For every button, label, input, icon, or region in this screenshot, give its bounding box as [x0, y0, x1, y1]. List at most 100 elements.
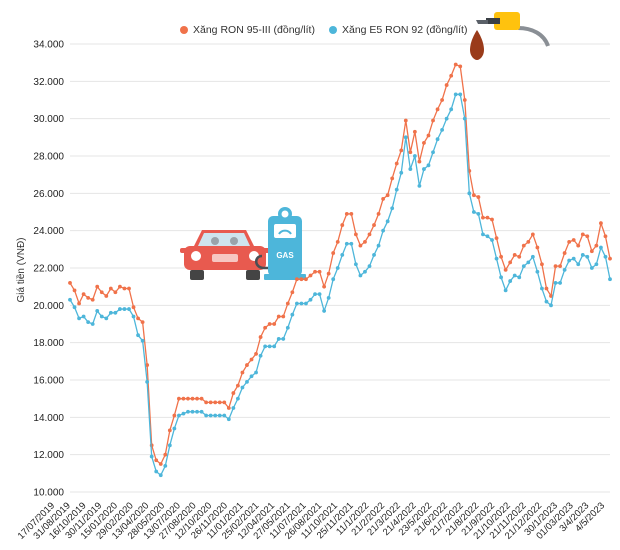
series-ron95-point: [68, 281, 72, 285]
series-e5-point: [231, 406, 236, 410]
series-e5-point: [462, 116, 467, 121]
series-ron95-point: [276, 314, 281, 319]
y-tick-label: 34.000: [33, 40, 64, 51]
series-ron95-point: [90, 297, 95, 302]
series-e5-point: [585, 254, 590, 259]
series-e5-point: [485, 234, 490, 239]
y-tick-label: 22.000: [33, 264, 64, 275]
series-ron95-point: [131, 305, 136, 310]
series-ron95-point: [186, 396, 190, 401]
series-ron95-point: [608, 256, 612, 261]
series-e5-point: [322, 309, 327, 313]
series-ron95-point: [417, 159, 422, 164]
series-e5-point: [254, 370, 258, 375]
series-ron95-point: [381, 197, 386, 201]
series-e5-line: [69, 93, 611, 477]
series-ron95-line: [69, 63, 611, 466]
x-tick-labels: 17/07/201931/08/201916/10/201930/11/2019…: [16, 500, 607, 541]
series-ron95-point: [172, 413, 177, 418]
series-ron95-point: [108, 286, 113, 291]
series-e5-point: [167, 443, 172, 448]
series-ron95-point: [599, 221, 603, 226]
series-ron95-point: [177, 396, 181, 401]
legend-item-ron95: Xăng RON 95-III (đồng/lít): [180, 24, 315, 36]
series-e5-point: [118, 307, 122, 311]
series-e5-point: [530, 254, 535, 259]
series-e5-point: [540, 286, 544, 291]
series-layer: [68, 62, 612, 478]
series-ron95-point: [558, 264, 562, 269]
series-e5-point: [440, 127, 445, 132]
y-tick-label: 16.000: [33, 376, 64, 387]
series-e5-point: [549, 303, 553, 308]
series-ron95-point: [217, 400, 222, 405]
series-e5-point: [136, 333, 140, 338]
series-e5-point: [72, 305, 77, 310]
series-ron95-point: [344, 211, 349, 216]
series-ron95-point: [81, 292, 86, 297]
series-e5-point: [331, 277, 336, 282]
series-e5-point: [353, 262, 358, 267]
series-e5-point: [290, 312, 295, 317]
series-ron95-point: [322, 284, 327, 289]
series-e5-point: [240, 385, 245, 390]
series-ron95-point: [390, 176, 395, 181]
series-ron95-point: [77, 301, 81, 306]
series-ron95-point: [331, 251, 336, 255]
series-e5-point: [122, 307, 127, 311]
series-ron95-point: [385, 193, 390, 198]
series-e5-point: [535, 269, 540, 274]
series-ron95-point: [458, 64, 463, 69]
series-e5-point: [335, 266, 340, 270]
series-ron95-point: [195, 396, 199, 401]
series-ron95-point: [213, 400, 218, 405]
series-e5-point: [208, 413, 213, 418]
series-e5-point: [195, 409, 199, 414]
series-e5-point: [263, 344, 268, 349]
series-e5-point: [204, 413, 209, 418]
series-e5-point: [408, 167, 413, 171]
series-ron95-point: [249, 357, 254, 362]
series-ron95-point: [136, 316, 140, 321]
series-e5-point: [226, 417, 231, 422]
series-ron95-point: [235, 383, 240, 388]
series-ron95-point: [440, 98, 445, 102]
series-e5-point: [435, 137, 440, 142]
series-ron95-point: [576, 243, 581, 248]
series-e5-point: [199, 409, 204, 414]
series-ron95-point: [335, 239, 340, 244]
series-ron95-point: [231, 391, 236, 395]
series-e5-point: [608, 277, 612, 282]
fuel-nozzle-icon: [470, 12, 550, 60]
series-ron95-point: [562, 251, 567, 255]
series-ron95-point: [263, 325, 268, 330]
series-e5-point: [403, 135, 408, 140]
series-ron95-point: [412, 129, 417, 134]
series-e5-point: [149, 454, 154, 459]
series-e5-point: [358, 273, 363, 278]
car-icon: [180, 230, 270, 280]
series-ron95-point: [254, 351, 258, 356]
y-axis-label: Giá tiền (VNĐ): [15, 237, 27, 302]
series-e5-point: [181, 411, 186, 416]
series-e5-point: [172, 426, 177, 431]
series-e5-point: [86, 320, 91, 325]
series-ron95-point: [290, 290, 295, 295]
series-e5-point: [431, 150, 435, 155]
series-ron95-point: [154, 458, 159, 463]
legend-item-e5: Xăng E5 RON 92 (đồng/lít): [328, 24, 467, 36]
series-ron95-point: [72, 288, 77, 293]
series-ron95-point: [408, 150, 413, 155]
series-ron95-point: [294, 277, 299, 282]
series-e5-point: [299, 301, 304, 306]
series-e5-point: [517, 275, 522, 280]
series-ron95-point: [494, 236, 499, 241]
series-e5-point: [558, 281, 562, 285]
series-e5-point: [562, 267, 567, 272]
y-tick-label: 28.000: [33, 152, 64, 163]
series-e5-point: [77, 316, 81, 321]
series-e5-point: [503, 288, 508, 293]
series-e5-point: [326, 295, 331, 300]
series-ron95-point: [376, 211, 381, 216]
